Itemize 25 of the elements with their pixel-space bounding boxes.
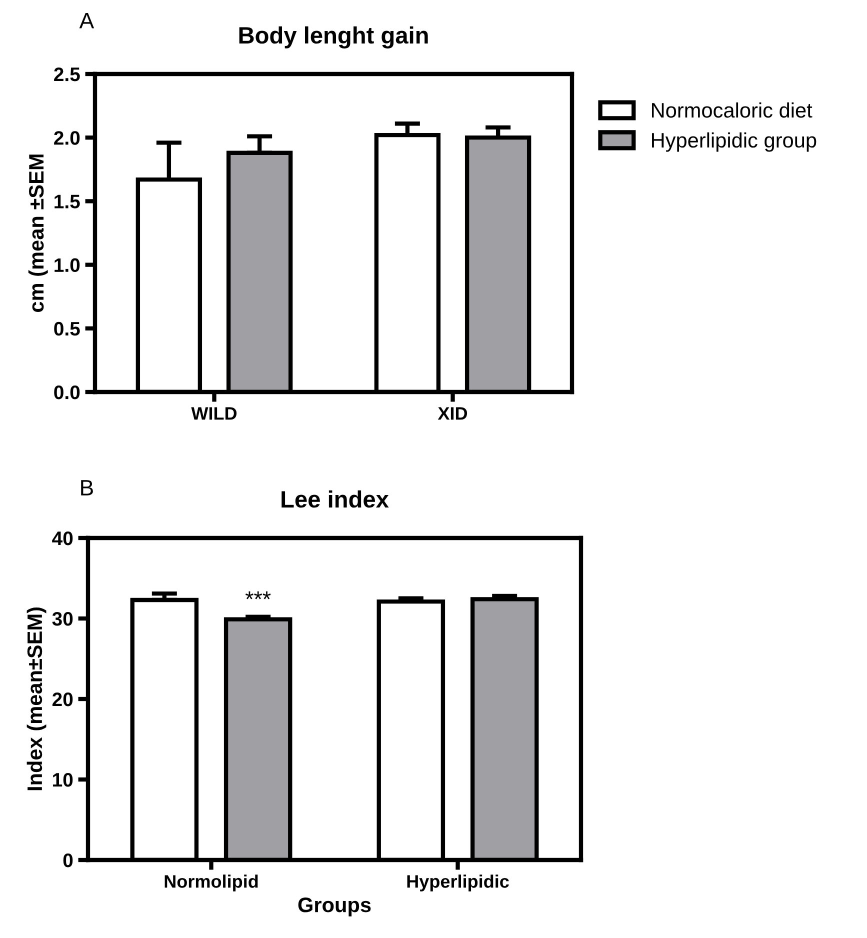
- text: A: [79, 12, 94, 28]
- y-tick-label: 0: [63, 853, 73, 868]
- y-tick-label: 2.5: [54, 67, 80, 82]
- chart-title: Lee index: [282, 490, 389, 508]
- y-tick-label: 1.5: [54, 194, 80, 208]
- x-tick-label: XID: [438, 407, 468, 420]
- y-axis-title: Index (mean±SEM): [26, 607, 46, 790]
- chart-title: Body lenght gain: [239, 26, 428, 48]
- x-tick-label: Hyperlipidic: [407, 874, 509, 892]
- legend-label: Normocaloric diet: [652, 102, 812, 118]
- y-tick-label: 0.0: [54, 385, 80, 400]
- y-tick-label: 40: [52, 531, 73, 546]
- y-tick-label: 20: [52, 692, 73, 706]
- y-tick-label: 2.0: [54, 131, 80, 145]
- text: B: [81, 480, 93, 496]
- y-tick-label: 1.0: [54, 258, 80, 272]
- x-tick-label: Normolipid: [164, 874, 258, 892]
- legend-label: Hyperlipidic group: [652, 132, 816, 152]
- y-axis-title: cm (mean ±SEM: [28, 154, 48, 312]
- x-tick-label: WILD: [191, 407, 237, 420]
- annotation: ***: [245, 591, 271, 600]
- y-tick-label: 10: [53, 772, 73, 787]
- y-tick-label: 0.5: [54, 322, 80, 336]
- y-tick-label: 30: [52, 612, 73, 626]
- x-axis-title: Groups: [298, 898, 371, 916]
